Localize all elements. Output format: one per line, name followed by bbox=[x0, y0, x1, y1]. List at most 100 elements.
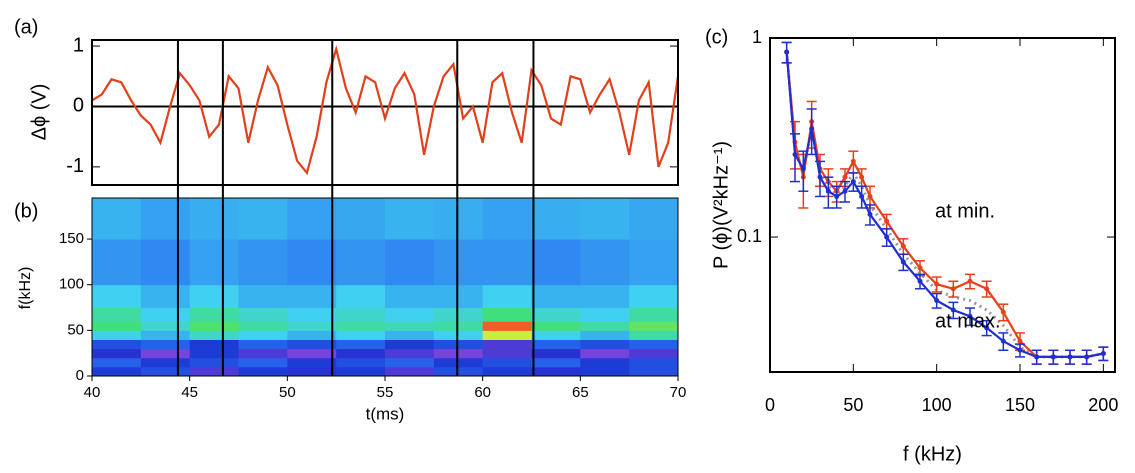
heat-cell bbox=[92, 321, 142, 331]
series-label: at max. bbox=[935, 310, 1001, 332]
point bbox=[842, 188, 848, 194]
point bbox=[900, 259, 906, 265]
heat-cell bbox=[629, 239, 679, 286]
x-tick-label: 50 bbox=[843, 395, 863, 415]
heat-cell bbox=[238, 307, 288, 322]
heat-cell bbox=[482, 330, 532, 340]
point bbox=[1000, 338, 1006, 344]
heat-cell bbox=[92, 307, 142, 322]
signal-line bbox=[91, 44, 680, 176]
heat-cell bbox=[629, 339, 679, 350]
heat-cell bbox=[531, 366, 581, 377]
heat-cell bbox=[140, 321, 191, 331]
heat-cell bbox=[385, 239, 435, 286]
heat-cell bbox=[433, 239, 484, 286]
heat-cell bbox=[238, 339, 288, 350]
y-axis-label: f(kHz) bbox=[17, 267, 34, 310]
heat-cell bbox=[287, 321, 337, 331]
panel-label: (a) bbox=[14, 16, 38, 38]
x-tick-label: 100 bbox=[922, 395, 952, 415]
y-tick-label: 50 bbox=[67, 321, 84, 338]
heat-cell bbox=[580, 284, 630, 309]
point bbox=[1084, 354, 1090, 360]
heat-cell bbox=[580, 348, 630, 359]
heat-cell bbox=[433, 366, 484, 377]
heat-cell bbox=[140, 239, 191, 286]
heat-cell bbox=[140, 330, 191, 340]
point bbox=[950, 286, 956, 292]
x-tick-label: 200 bbox=[1088, 395, 1118, 415]
heat-cell bbox=[189, 307, 239, 322]
point bbox=[834, 193, 840, 199]
heat-cell bbox=[336, 330, 386, 340]
point bbox=[967, 278, 973, 284]
y-tick-label: 0 bbox=[73, 95, 84, 117]
point bbox=[867, 211, 873, 217]
point bbox=[817, 174, 823, 180]
heat-cell bbox=[238, 198, 288, 240]
heat-cell bbox=[629, 198, 679, 240]
heat-cell bbox=[385, 339, 435, 350]
heat-cell bbox=[189, 357, 239, 368]
point bbox=[934, 298, 940, 304]
point bbox=[917, 265, 923, 271]
heat-cell bbox=[433, 198, 484, 240]
heat-cell bbox=[140, 307, 191, 322]
point bbox=[1100, 351, 1106, 357]
heat-cell bbox=[531, 307, 581, 322]
heat-cell bbox=[580, 198, 630, 240]
heat-cell bbox=[238, 366, 288, 377]
x-tick-label: 55 bbox=[377, 384, 394, 401]
heat-cell bbox=[531, 357, 581, 368]
point bbox=[850, 158, 856, 164]
heat-cell bbox=[140, 366, 191, 377]
point bbox=[984, 286, 990, 292]
heat-cell bbox=[580, 339, 630, 350]
heat-cell bbox=[385, 198, 435, 240]
x-tick-label: 150 bbox=[1005, 395, 1035, 415]
point bbox=[900, 243, 906, 249]
point bbox=[1050, 354, 1056, 360]
heat-cell bbox=[92, 330, 142, 340]
heat-cell bbox=[482, 366, 532, 377]
x-tick-label: 50 bbox=[279, 384, 296, 401]
heat-cell bbox=[580, 307, 630, 322]
heat-cell bbox=[189, 348, 239, 359]
heat-cell bbox=[287, 239, 337, 286]
heat-cell bbox=[189, 366, 239, 377]
heat-cell bbox=[238, 357, 288, 368]
point bbox=[825, 188, 831, 194]
x-tick-label: 70 bbox=[670, 384, 687, 401]
heat-cell bbox=[140, 357, 191, 368]
heat-cell bbox=[287, 330, 337, 340]
heat-cell bbox=[140, 339, 191, 350]
heat-cell bbox=[531, 348, 581, 359]
heat-cell bbox=[287, 307, 337, 322]
heat-cell bbox=[433, 284, 484, 309]
series-label: at min. bbox=[935, 200, 995, 222]
plot-frame bbox=[91, 197, 679, 377]
y-tick-label: -1 bbox=[66, 155, 84, 177]
heat-cell bbox=[531, 321, 581, 331]
panel-label: (c) bbox=[705, 26, 728, 48]
heat-cell bbox=[580, 321, 630, 331]
heat-cell bbox=[629, 330, 679, 340]
heat-cell bbox=[482, 198, 532, 240]
y-tick-label: 100 bbox=[59, 276, 84, 293]
heat-cell bbox=[629, 307, 679, 322]
point bbox=[950, 307, 956, 313]
heat-cell bbox=[433, 339, 484, 350]
heat-cell bbox=[92, 339, 142, 350]
heat-cell bbox=[287, 339, 337, 350]
point bbox=[850, 179, 856, 185]
heat-cell bbox=[629, 321, 679, 331]
heat-cell bbox=[433, 321, 484, 331]
point bbox=[1017, 347, 1023, 353]
heat-cell bbox=[336, 321, 386, 331]
y-tick-label: 1 bbox=[73, 34, 84, 56]
heat-cell bbox=[336, 307, 386, 322]
point bbox=[934, 281, 940, 287]
heat-cell bbox=[189, 339, 239, 350]
heat-cell bbox=[287, 357, 337, 368]
point bbox=[1000, 309, 1006, 315]
